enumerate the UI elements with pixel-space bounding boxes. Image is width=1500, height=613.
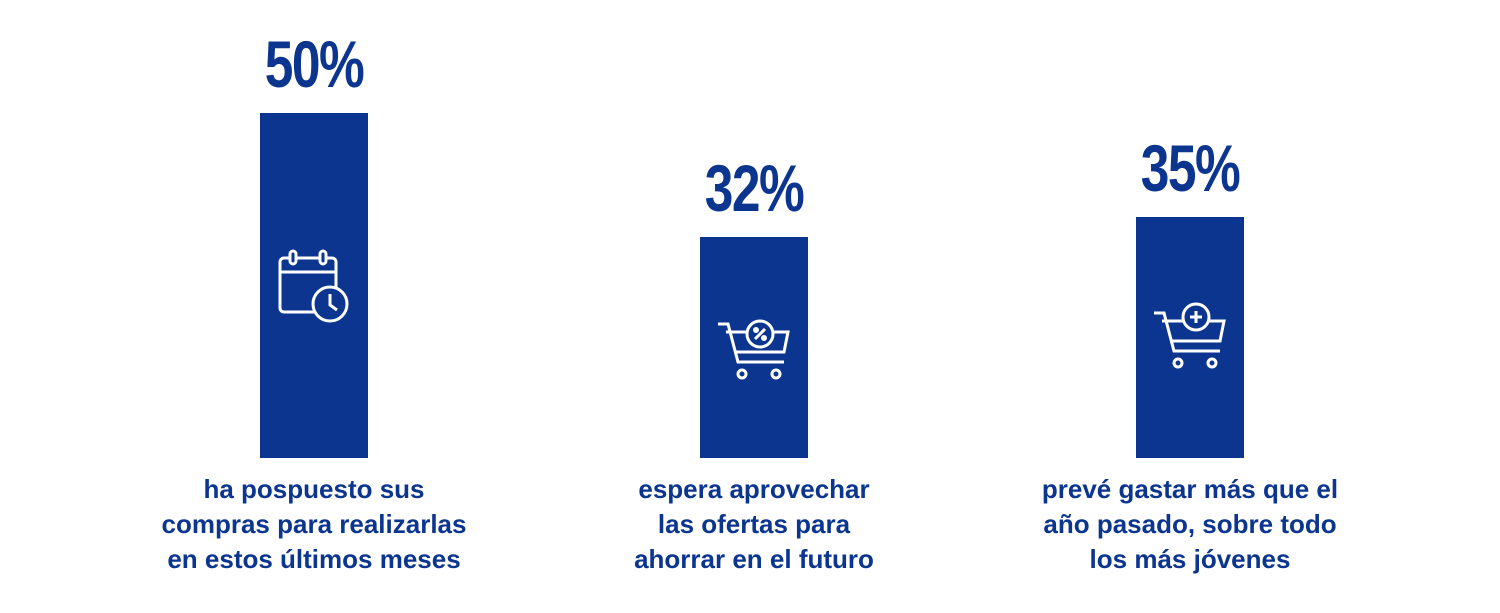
bar-icon: [1154, 302, 1226, 369]
value-label: 32%: [704, 151, 805, 226]
bar: [1136, 216, 1244, 458]
bar-icon: [278, 249, 349, 322]
value-label: 50%: [264, 27, 365, 101]
category-label: ha pospuesto sus compras para realizarla…: [161, 474, 467, 574]
bar-icon: [718, 319, 790, 380]
category-label: prevé gastar más que el año pasado, sobr…: [1041, 474, 1339, 574]
category-label: espera aprovechar las ofertas para ahorr…: [634, 474, 874, 574]
value-label: 35%: [1140, 130, 1241, 205]
bar: [700, 237, 808, 458]
bar: [260, 113, 368, 458]
